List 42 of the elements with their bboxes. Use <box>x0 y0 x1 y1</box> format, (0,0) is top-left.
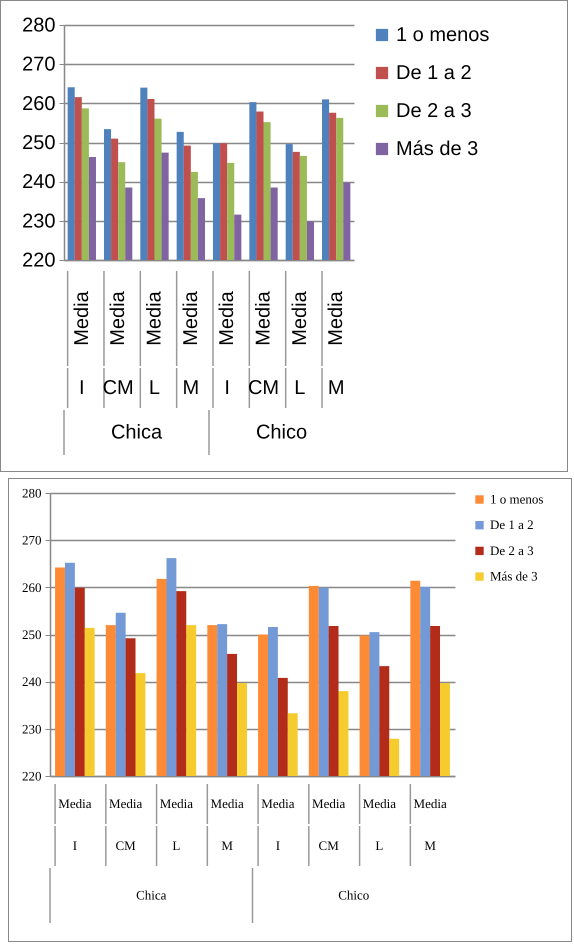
legend-label: De 1 a 2 <box>490 517 534 532</box>
category-label: Media I <box>216 291 238 399</box>
y-tick-label: 230 <box>22 721 42 736</box>
category-label: Media M <box>180 291 202 399</box>
y-tick-label: 240 <box>22 171 56 194</box>
text: Chico <box>338 888 370 902</box>
y-tick-label: 230 <box>22 210 56 232</box>
y-tick-label: 260 <box>22 92 56 115</box>
text: Chica <box>110 422 163 444</box>
y-tick-label: 250 <box>22 132 56 154</box>
legend-label: De 1 a 2 <box>396 62 472 84</box>
category-label: Media L <box>160 796 193 853</box>
category-label: Media CM <box>109 796 142 853</box>
category-label: Media CM <box>102 291 134 399</box>
category-label: Media M <box>325 291 348 399</box>
text: Chica <box>136 888 167 902</box>
text: Chico <box>256 422 308 444</box>
category-label: Media I <box>58 796 92 853</box>
category-label: Media L <box>143 291 166 399</box>
category-label: Media CM <box>248 291 280 399</box>
legend-label: 1 o menos <box>490 492 544 506</box>
category-label: Media I <box>261 796 294 853</box>
legend-label: Más de 3 <box>490 568 538 584</box>
y-tick-label: 270 <box>22 54 56 76</box>
legend-label: 1 o menos <box>396 24 490 46</box>
category-label: Media L <box>362 796 396 853</box>
y-tick-label: 280 <box>22 486 42 500</box>
legend-label: De 2 a 3 <box>396 100 472 122</box>
y-tick-label: 240 <box>22 674 42 690</box>
category-label: Media M <box>414 796 447 853</box>
y-tick-label: 280 <box>22 14 56 36</box>
y-tick-label: 270 <box>22 532 42 548</box>
y-tick-label: 250 <box>22 627 42 642</box>
legend-label: De 2 a 3 <box>490 542 534 558</box>
y-tick-label: 260 <box>22 580 42 595</box>
y-tick-label: 220 <box>22 768 42 784</box>
category-label: Media I <box>70 291 93 399</box>
legend-label: Más de 3 <box>396 138 478 160</box>
category-label: Media M <box>210 796 244 853</box>
category-label: Media L <box>288 291 311 399</box>
category-label: Media CM <box>312 796 346 853</box>
y-tick-label: 220 <box>22 250 56 272</box>
